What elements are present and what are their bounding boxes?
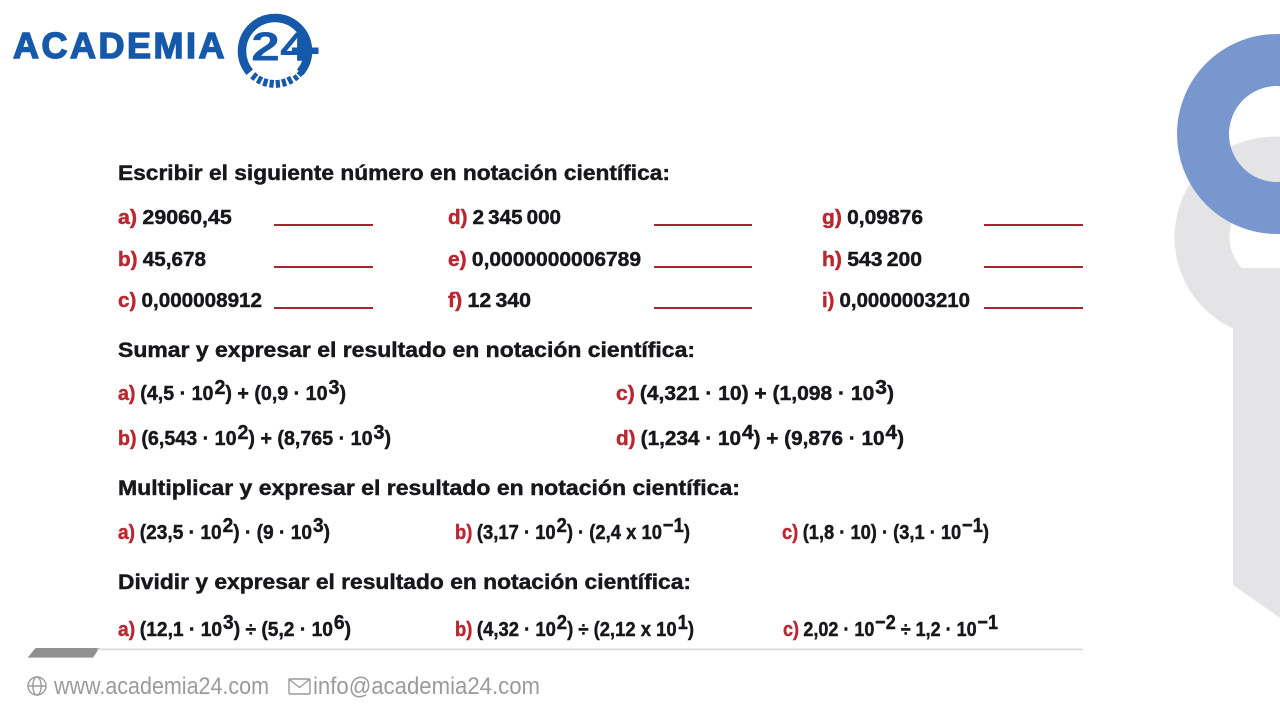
svg-text:24: 24 (251, 24, 309, 70)
